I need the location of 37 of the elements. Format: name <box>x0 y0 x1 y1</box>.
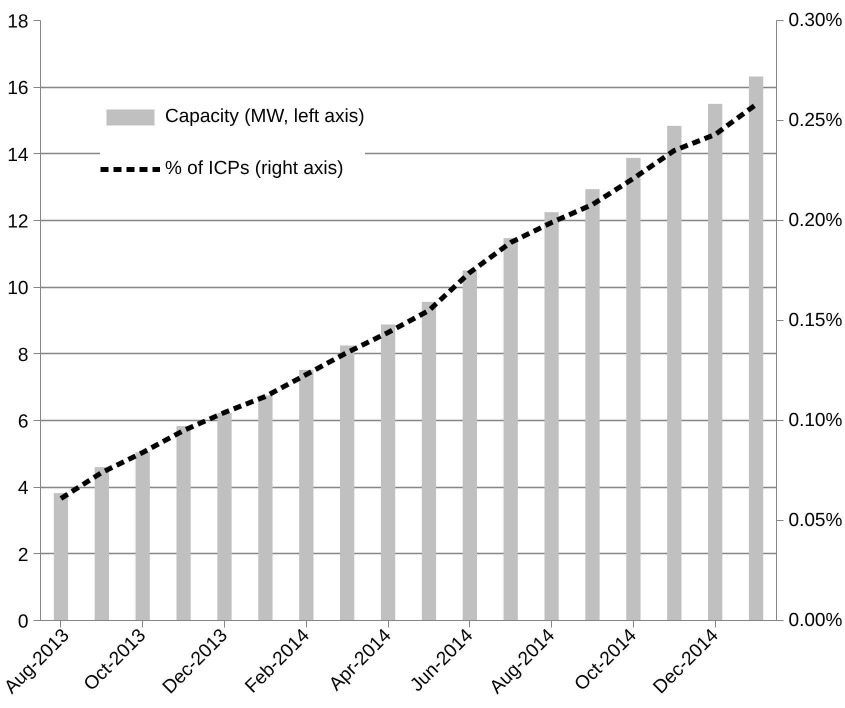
bar <box>299 370 314 620</box>
y-tick-label: 16 <box>7 78 29 100</box>
y-tick-label: 18 <box>7 12 29 32</box>
y-tick-label: 8 <box>18 344 29 366</box>
bar <box>708 104 722 620</box>
bar <box>585 189 600 620</box>
bar <box>422 302 436 620</box>
y2-tick-label: 0.25% <box>788 110 842 131</box>
y-tick-label: 0 <box>18 612 29 632</box>
bar <box>626 158 641 620</box>
legend-label: % of ICPs (right axis) <box>165 158 344 180</box>
y2-tick-label: 0.00% <box>788 610 842 631</box>
y-tick-label: 12 <box>7 212 29 232</box>
bar <box>667 126 682 620</box>
y-tick-label: 4 <box>18 478 29 500</box>
y2-tick-label: 0.20% <box>788 210 842 231</box>
y2-tick-label: 0.15% <box>788 310 842 331</box>
y-tick-label: 14 <box>7 144 29 166</box>
bar <box>94 467 109 620</box>
bar <box>258 396 273 620</box>
y2-tick-label: 0.05% <box>788 510 842 531</box>
bar <box>504 238 518 620</box>
bar <box>544 212 559 620</box>
y-tick-label: 10 <box>7 278 29 300</box>
y-tick-label: 6 <box>18 412 29 432</box>
bar <box>54 493 68 620</box>
bar <box>462 270 477 620</box>
bar <box>340 346 354 620</box>
bar <box>380 324 396 620</box>
bar <box>748 76 764 620</box>
bar <box>217 412 232 620</box>
y2-tick-label: 0.10% <box>788 410 842 431</box>
bar <box>176 426 191 620</box>
bar <box>136 452 150 620</box>
legend-label: Capacity (MW, left axis) <box>165 106 365 128</box>
y-tick-label: 2 <box>18 544 29 566</box>
y2-tick-label: 0.30% <box>788 10 842 31</box>
